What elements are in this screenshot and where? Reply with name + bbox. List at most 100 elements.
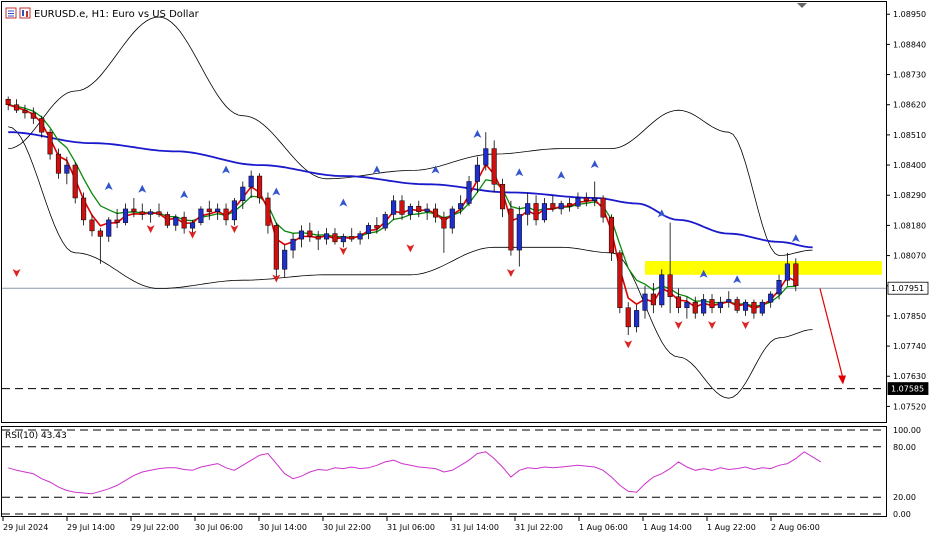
price-label-box <box>887 382 929 395</box>
candle-body <box>600 197 606 218</box>
candle-body <box>265 197 271 226</box>
candle-body <box>106 219 112 237</box>
candle-body <box>382 214 388 229</box>
fractal-up-arrow <box>180 190 189 199</box>
candle-body <box>491 148 497 185</box>
forecast-arrow-head <box>838 375 846 385</box>
shift-marker-icon[interactable] <box>797 3 807 8</box>
fractal-down-arrow <box>188 230 197 239</box>
price-tick-label: 1.08400 <box>893 161 926 170</box>
time-tick-label: 29 Jul 14:00 <box>67 523 115 532</box>
candle-body <box>701 299 707 314</box>
time-tick-label: 30 Jul 22:00 <box>323 523 371 532</box>
supply-zone-layer <box>644 261 882 275</box>
candle-body <box>139 211 145 215</box>
header-icons[interactable] <box>5 7 31 19</box>
candle-body <box>558 203 564 210</box>
fractal-up-arrow <box>473 129 482 138</box>
bollinger-upper <box>8 16 813 257</box>
candle-body <box>164 214 170 226</box>
time-tick-label: 1 Aug 06:00 <box>579 523 628 532</box>
candle-body <box>516 214 522 251</box>
candle-body <box>642 293 648 311</box>
candle-body <box>273 225 279 270</box>
candle-body <box>307 230 313 237</box>
price-label-box <box>887 281 929 295</box>
candle-body <box>290 238 296 251</box>
rsi-level-label: 20.00 <box>893 493 916 502</box>
candle-body <box>14 104 20 111</box>
fractal-down-arrow <box>230 225 239 234</box>
time-tick-label: 29 Jul 22:00 <box>131 523 179 532</box>
candle-body <box>173 216 179 226</box>
candle-body <box>332 233 338 243</box>
fractal-down-arrow <box>146 225 155 234</box>
candle-body <box>5 98 11 105</box>
chart-type-icon[interactable] <box>19 7 31 19</box>
candle-body <box>55 153 62 174</box>
fractal-down-arrow <box>272 274 281 283</box>
candle-body <box>634 310 640 328</box>
candle-body <box>97 230 103 237</box>
candle-body <box>458 203 464 210</box>
price-tick-label: 1.07740 <box>893 342 926 351</box>
candles <box>5 96 799 336</box>
rsi-level-label: 0.00 <box>893 510 911 519</box>
candle-body <box>416 205 422 212</box>
fractal-up-arrow <box>557 171 566 180</box>
candle-body <box>793 263 799 286</box>
candle-body <box>533 203 539 221</box>
time-tick-label: 1 Aug 14:00 <box>643 523 692 532</box>
candle-body <box>717 301 723 308</box>
candle-body <box>575 197 581 207</box>
forecast-arrow-line <box>819 288 844 379</box>
rsi-levels: 100.00 80.00 20.00 0.00 <box>2 426 921 519</box>
fractal-up-arrow <box>339 198 348 207</box>
candle-body <box>734 299 740 311</box>
candle-body <box>298 230 305 240</box>
rsi-level-label: 80.00 <box>893 443 916 452</box>
time-tick-label: 31 Jul 22:00 <box>515 523 563 532</box>
fractal-up-arrow <box>104 182 113 191</box>
candle-body <box>248 175 254 188</box>
candle-body <box>424 208 430 212</box>
time-tick-label: 1 Aug 22:00 <box>707 523 756 532</box>
candle-body <box>114 219 120 223</box>
fractal-up-arrow <box>272 187 281 196</box>
resistance-zone <box>644 261 882 275</box>
fractal-down-arrow <box>708 321 717 330</box>
candle-body <box>483 148 489 166</box>
price-tick-label: 1.08290 <box>893 191 926 200</box>
fractal-up-arrow <box>699 269 708 278</box>
candle-body <box>257 175 263 199</box>
candle-body <box>181 216 187 229</box>
candle-body <box>751 301 757 314</box>
candle-body <box>432 208 439 218</box>
candle-body <box>550 203 556 210</box>
main-pane-frame <box>1 1 887 423</box>
candle-body <box>625 307 631 328</box>
candle-body <box>89 219 95 232</box>
bollinger-bands <box>8 16 813 399</box>
price-lines-layer <box>2 287 886 390</box>
time-tick-label: 29 Jul 2024 <box>3 523 48 532</box>
candle-body <box>81 197 87 221</box>
candle-body <box>72 164 78 199</box>
candle-body <box>659 274 665 306</box>
price-axis: 1.08950 1.08840 1.08730 1.08620 1.08510 1.084… <box>886 10 926 411</box>
candle-body <box>22 109 28 114</box>
candle-body <box>441 216 447 229</box>
candle-body <box>650 293 656 306</box>
candle-body <box>189 222 196 229</box>
candle-body <box>240 186 246 201</box>
candle-body <box>198 208 204 223</box>
rsi-line <box>8 451 822 495</box>
candle-body <box>768 293 774 303</box>
time-tick-label: 30 Jul 14:00 <box>259 523 307 532</box>
fractals <box>12 129 800 349</box>
price-tick-label: 1.08620 <box>893 101 926 110</box>
fractal-down-arrow <box>406 244 415 253</box>
fractal-up-arrow <box>431 165 440 174</box>
time-tick-label: 31 Jul 14:00 <box>451 523 499 532</box>
